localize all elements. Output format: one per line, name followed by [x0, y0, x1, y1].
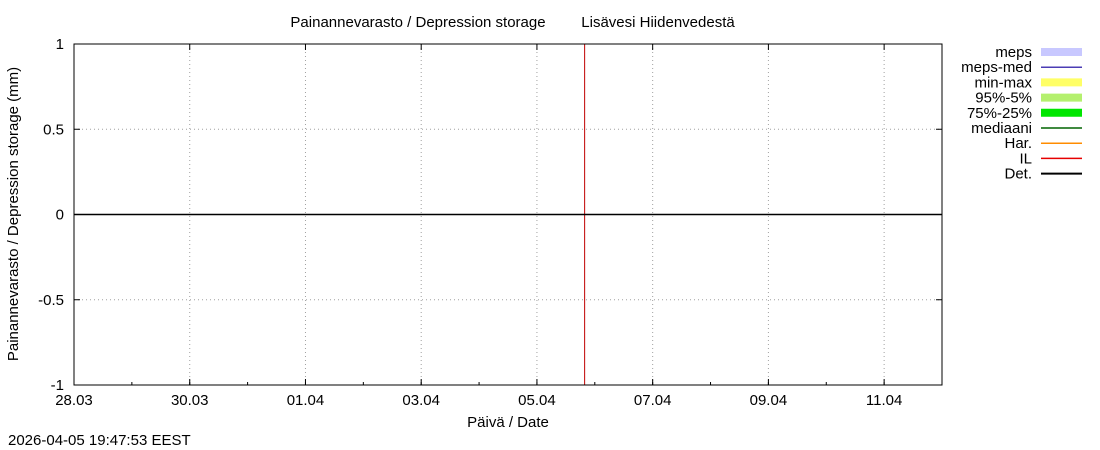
series-layer [74, 44, 942, 385]
y-tick-label: 0 [56, 207, 64, 224]
y-axis-ticks: 1 0.5 0 -0.5 -1 [38, 36, 942, 394]
x-axis-ticks: 28.03 30.03 01.04 03.04 05.04 07.04 09.04 11.04 [55, 44, 902, 409]
legend-label: min-max [974, 74, 1032, 91]
legend-label: IL [1019, 150, 1032, 167]
x-tick-label: 01.04 [287, 392, 325, 409]
y-tick-label: 1 [56, 36, 64, 53]
legend-label: meps [995, 44, 1032, 61]
legend-label: 75%-25% [967, 105, 1032, 122]
chart-subtitle: Lisävesi Hiidenvedestä [581, 14, 735, 31]
x-tick-label: 05.04 [518, 392, 556, 409]
legend-label: meps-med [961, 59, 1032, 76]
legend-label: 95%-5% [975, 90, 1032, 107]
legend-label: mediaani [971, 120, 1032, 137]
chart-title: Painannevarasto / Depression storage [290, 14, 545, 31]
generated-timestamp: 2026-04-05 19:47:53 EEST [8, 432, 191, 449]
legend-label: Har. [1004, 135, 1032, 152]
x-axis-label: Päivä / Date [467, 414, 549, 431]
y-tick-label: -1 [51, 377, 64, 394]
x-tick-label: 30.03 [171, 392, 209, 409]
legend: mepsmeps-medmin-max95%-5%75%-25%mediaani… [961, 44, 1082, 183]
legend-label: Det. [1004, 166, 1032, 183]
y-tick-label: -0.5 [38, 292, 64, 309]
y-axis-label: Painannevarasto / Depression storage (mm… [5, 67, 22, 361]
x-tick-label: 03.04 [402, 392, 440, 409]
x-tick-label: 11.04 [866, 392, 902, 409]
y-tick-label: 0.5 [43, 121, 64, 138]
x-tick-label: 07.04 [634, 392, 672, 409]
x-tick-label: 09.04 [750, 392, 788, 409]
x-tick-label: 28.03 [55, 392, 93, 409]
